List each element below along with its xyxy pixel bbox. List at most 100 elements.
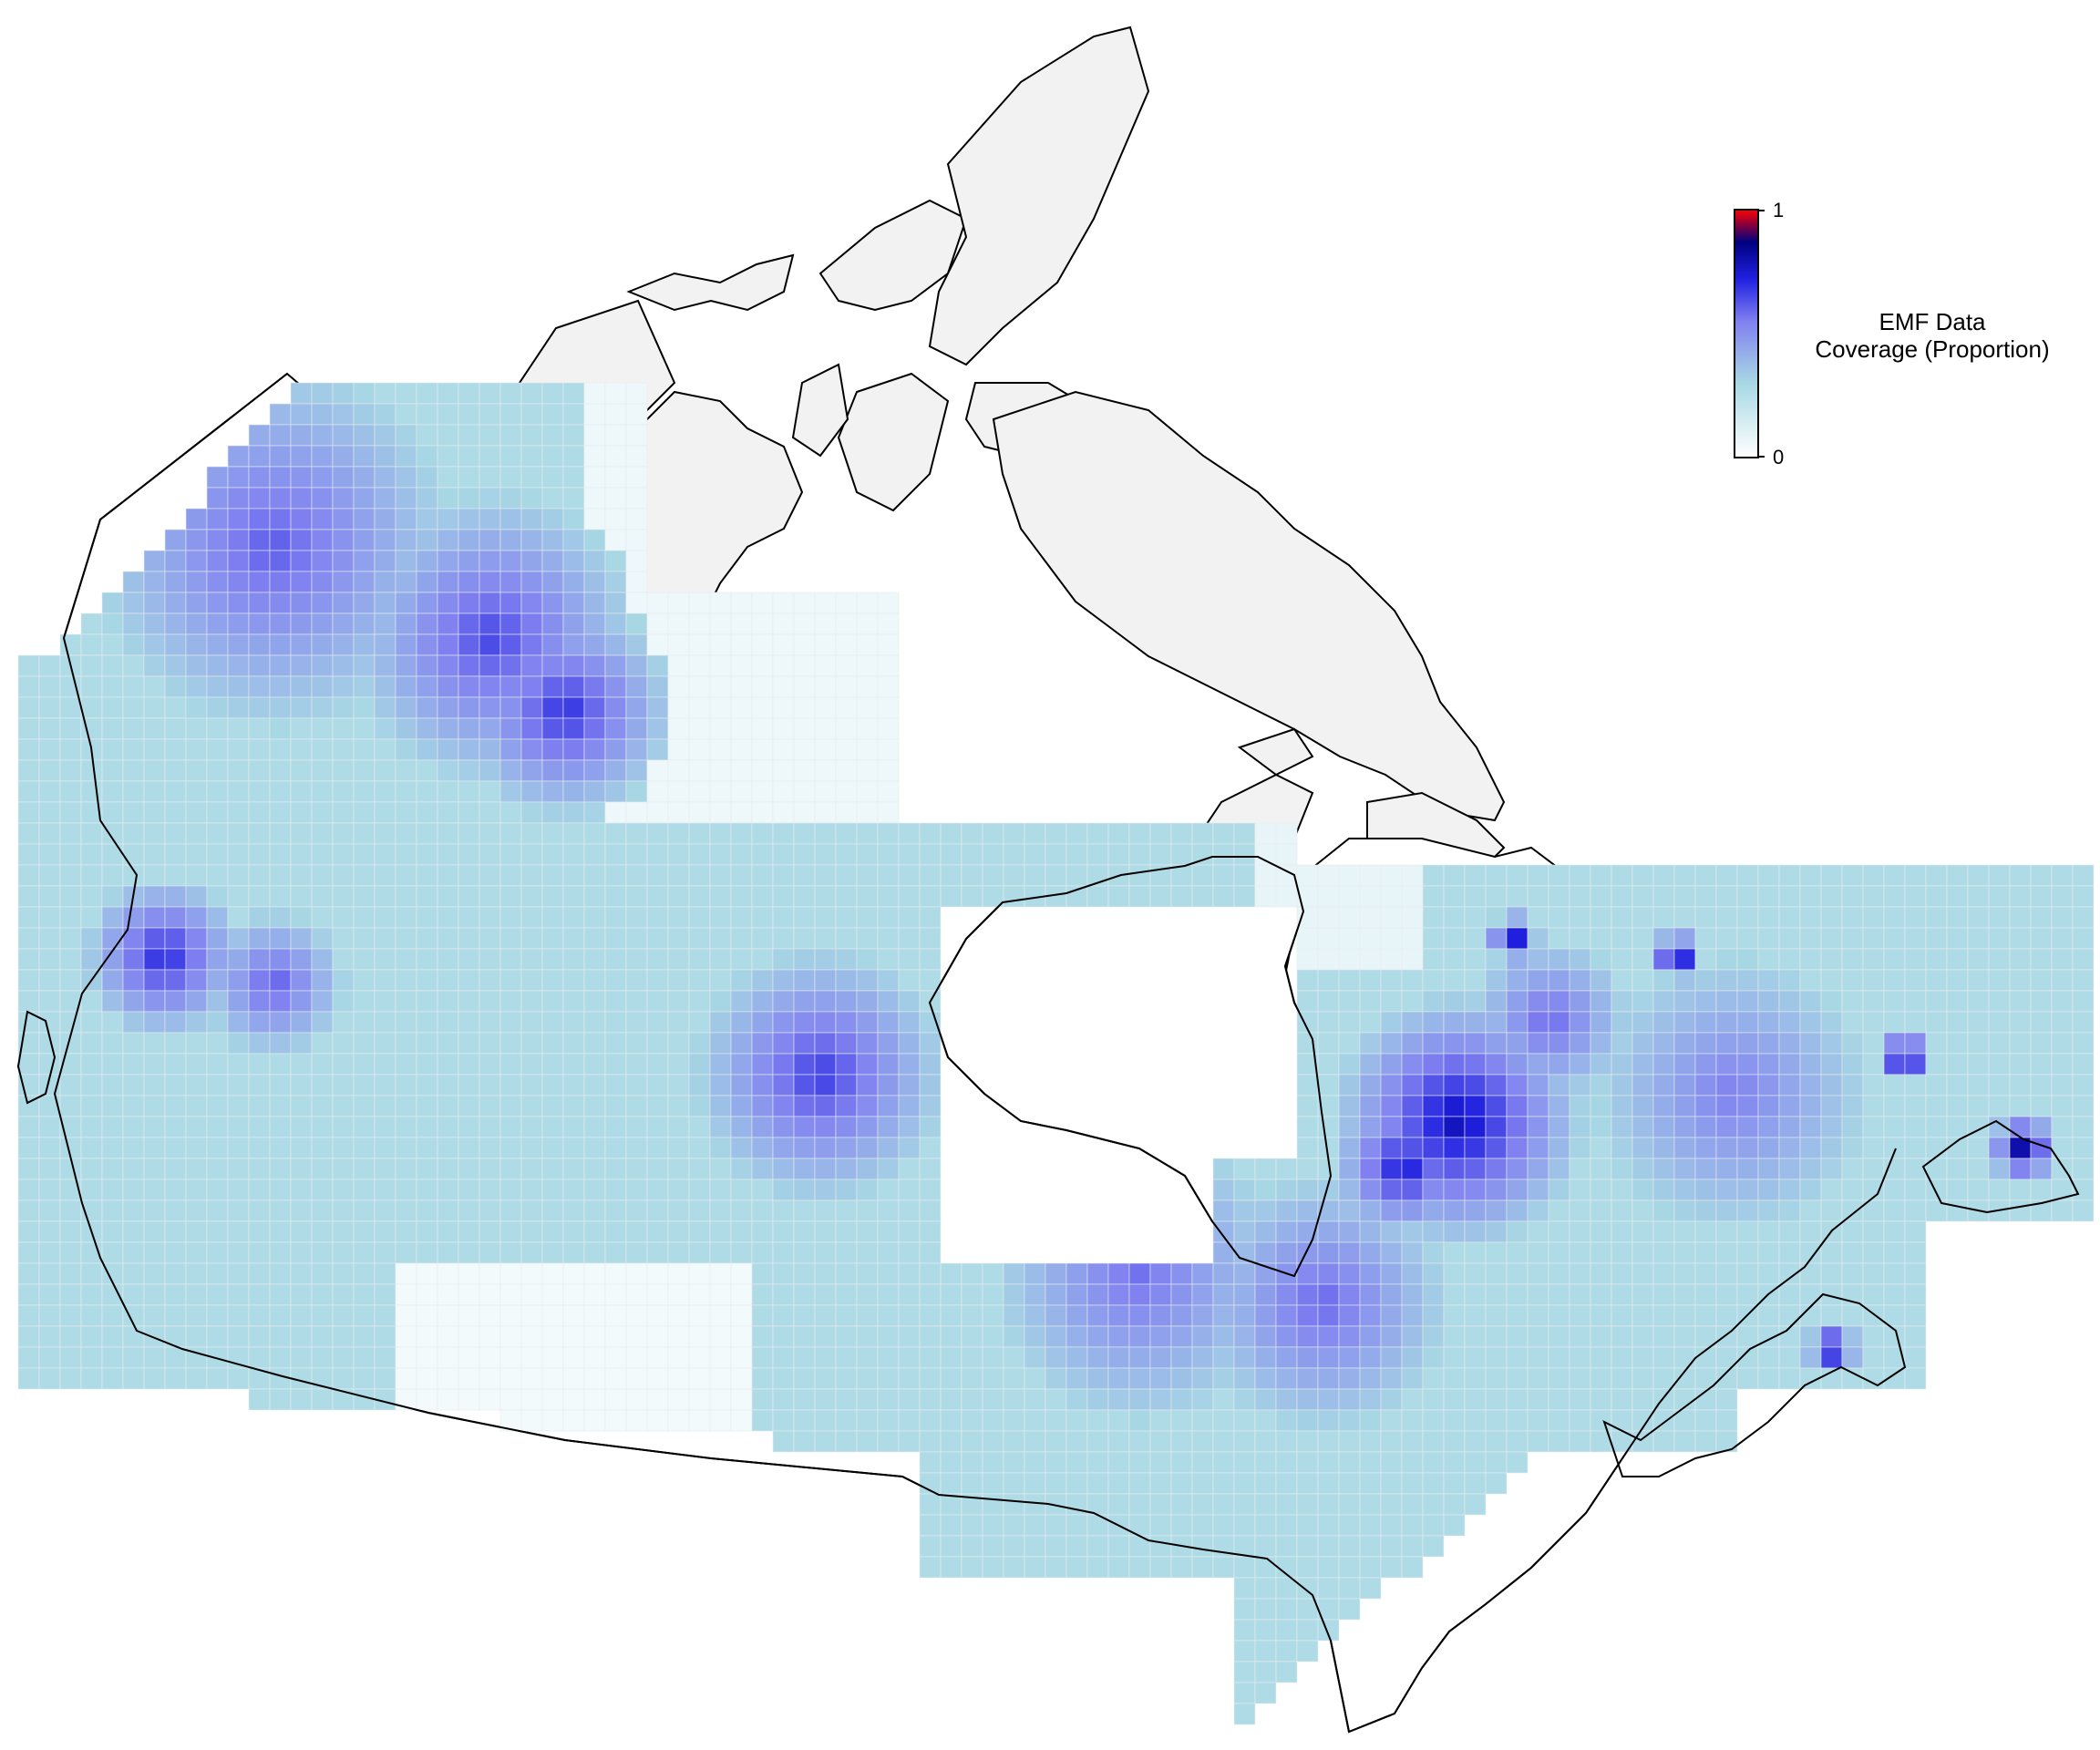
grid-cell [1065, 1430, 1088, 1453]
grid-cell [416, 1304, 438, 1327]
grid-cell [898, 1095, 921, 1117]
grid-cell [248, 906, 271, 929]
grid-cell [1841, 1074, 1864, 1096]
grid-cell [919, 1137, 942, 1159]
grid-cell [793, 1137, 816, 1159]
grid-cell [248, 1032, 271, 1055]
grid-cell [499, 1346, 522, 1369]
grid-cell [688, 822, 711, 845]
grid-cell [17, 864, 40, 887]
grid-cell [772, 633, 795, 656]
grid-cell [416, 654, 438, 677]
grid-cell [1506, 1199, 1529, 1222]
grid-cell [1548, 1179, 1570, 1201]
grid-cell [248, 571, 271, 593]
grid-cell [541, 466, 564, 489]
grid-cell [206, 654, 229, 677]
grid-cell [1527, 969, 1549, 992]
grid-cell [353, 445, 376, 468]
grid-cell [1464, 906, 1487, 929]
grid-cell [1254, 1430, 1277, 1453]
grid-cell [877, 1367, 900, 1390]
grid-cell [1045, 1430, 1067, 1453]
grid-cell [1632, 1367, 1654, 1390]
grid-cell [1086, 1346, 1109, 1369]
grid-cell [458, 1179, 480, 1201]
grid-cell [1212, 1430, 1235, 1453]
grid-cell [1422, 1011, 1445, 1034]
grid-cell [38, 1220, 61, 1243]
grid-cell [374, 738, 396, 761]
grid-cell [2072, 864, 2095, 887]
grid-cell [1548, 990, 1570, 1013]
grid-cell [1443, 1137, 1466, 1159]
grid-cell [269, 969, 292, 992]
grid-cell [2072, 1199, 2095, 1222]
grid-cell [604, 1074, 627, 1096]
grid-cell [1464, 1325, 1487, 1348]
grid-cell [1506, 1367, 1529, 1390]
grid-cell [1632, 1011, 1654, 1034]
grid-cell [1611, 1262, 1633, 1285]
grid-cell [1548, 1095, 1570, 1117]
grid-cell [1757, 1032, 1780, 1055]
grid-cell [1527, 885, 1549, 908]
grid-cell [583, 696, 606, 719]
grid-cell [17, 885, 40, 908]
grid-cell [269, 1032, 292, 1055]
grid-cell [1569, 1116, 1591, 1138]
grid-cell [290, 843, 313, 866]
grid-cell [1485, 1430, 1508, 1453]
grid-cell [1149, 822, 1172, 845]
grid-cell [772, 675, 795, 698]
grid-cell [625, 487, 648, 510]
grid-cell [1988, 1095, 2011, 1117]
grid-cell [353, 487, 376, 510]
grid-cell [332, 1158, 355, 1180]
grid-cell [353, 759, 376, 782]
grid-cell [688, 1325, 711, 1348]
grid-cell [395, 696, 417, 719]
grid-cell [1673, 927, 1696, 950]
grid-cell [877, 1053, 900, 1076]
grid-cell [311, 1179, 334, 1201]
grid-cell [38, 1011, 61, 1034]
grid-cell [667, 1095, 690, 1117]
grid-cell [667, 1199, 690, 1222]
grid-cell [541, 1241, 564, 1264]
grid-cell [1422, 1367, 1445, 1390]
grid-cell [38, 1346, 61, 1369]
grid-cell [1548, 1116, 1570, 1138]
grid-cell [793, 801, 816, 824]
grid-cell [395, 1137, 417, 1159]
grid-cell [311, 990, 334, 1013]
grid-cell [290, 612, 313, 635]
grid-cell [1065, 822, 1088, 845]
grid-cell [1149, 1367, 1172, 1390]
grid-cell [751, 780, 774, 803]
grid-cell [1422, 1137, 1445, 1159]
grid-cell [143, 1262, 166, 1285]
grid-cell [1715, 1241, 1738, 1264]
grid-cell [2009, 1095, 2032, 1117]
grid-cell [311, 1262, 334, 1285]
grid-cell [269, 990, 292, 1013]
grid-cell [164, 675, 187, 698]
grid-cell [1317, 1241, 1340, 1264]
grid-cell [772, 1137, 795, 1159]
grid-cell [2009, 1179, 2032, 1201]
grid-cell [562, 592, 585, 614]
grid-cell [1422, 969, 1445, 992]
grid-cell [1632, 906, 1654, 929]
grid-cell [143, 948, 166, 971]
grid-cell [101, 738, 124, 761]
grid-cell [143, 1346, 166, 1369]
grid-cell [814, 1304, 837, 1327]
grid-cell [1799, 1283, 1822, 1306]
grid-cell [520, 1116, 543, 1138]
grid-cell [1296, 1619, 1319, 1642]
grid-cell [772, 738, 795, 761]
grid-cell [1065, 1451, 1088, 1474]
grid-cell [625, 1011, 648, 1034]
grid-cell [395, 822, 417, 845]
